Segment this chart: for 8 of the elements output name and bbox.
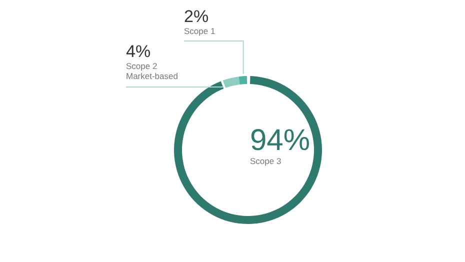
data-label: 2% — [184, 7, 209, 26]
data-label: 94% — [250, 124, 310, 157]
donut-slice — [222, 76, 240, 88]
slice-label: Scope 2 Market-based — [126, 61, 178, 81]
slice-label: Scope 3 — [250, 156, 282, 166]
donut-slice — [238, 76, 248, 85]
data-label: 4% — [126, 42, 151, 61]
slice-label: Scope 1 — [184, 26, 216, 36]
